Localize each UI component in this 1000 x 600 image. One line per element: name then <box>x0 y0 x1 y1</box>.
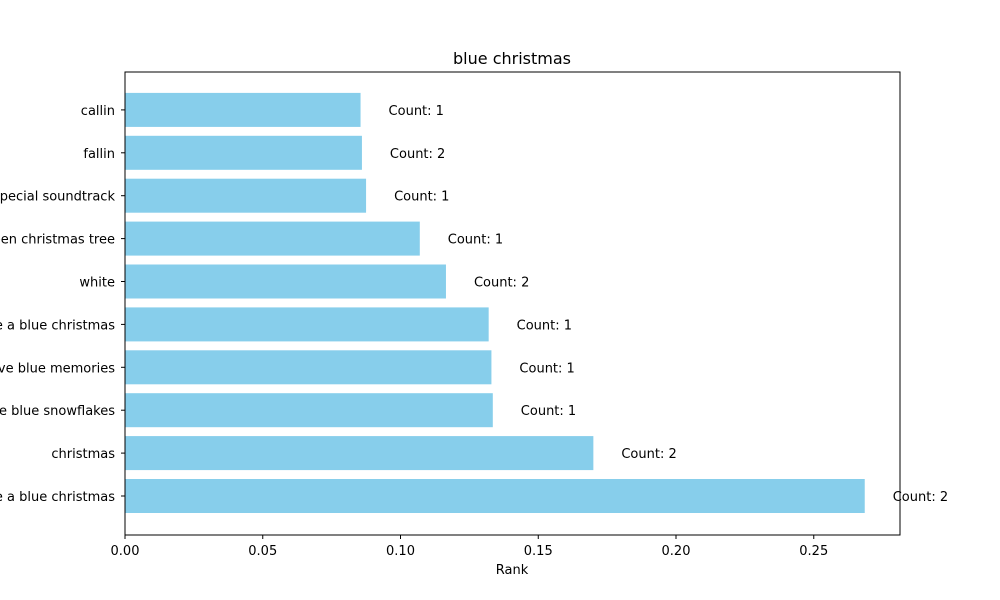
count-label: Count: 2 <box>474 276 529 291</box>
bar <box>125 221 420 256</box>
bar <box>125 178 367 213</box>
count-label: Count: 1 <box>521 404 576 419</box>
category-label: white <box>79 276 115 291</box>
count-label: Count: 2 <box>621 447 676 462</box>
category-label: you have blue memories <box>0 361 115 376</box>
bars-group <box>125 92 865 513</box>
category-label: christmas <box>51 447 115 462</box>
category-label: you have blue snowflakes <box>0 404 115 419</box>
count-label: Count: 1 <box>517 318 572 333</box>
category-label: callin <box>81 104 115 119</box>
bar <box>125 307 489 342</box>
x-axis-label: Rank <box>496 563 529 578</box>
x-ticks-group: 0.00 0.05 0.10 0.15 0.20 0.25 <box>111 535 828 559</box>
x-tick-label: 0.10 <box>386 544 415 559</box>
count-label: Count: 1 <box>394 190 449 205</box>
category-label: fallin <box>83 147 115 162</box>
bar <box>125 92 361 127</box>
category-label: special soundtrack <box>0 190 115 205</box>
bar <box>125 479 865 513</box>
chart-title: blue christmas <box>453 49 571 68</box>
bar <box>125 436 594 471</box>
plot-frame <box>124 71 901 536</box>
category-labels-group: you have a blue christmas christmas you ha… <box>0 104 125 505</box>
count-label: Count: 1 <box>519 361 574 376</box>
bar <box>125 350 492 385</box>
category-label: you have a blue christmas <box>0 318 115 333</box>
x-tick-label: 0.20 <box>662 544 691 559</box>
x-tick-label: 0.00 <box>111 544 140 559</box>
x-tick-label: 0.05 <box>248 544 277 559</box>
count-label: Count: 1 <box>389 104 444 119</box>
bar <box>125 393 493 428</box>
category-label: you have a blue christmas <box>0 490 115 505</box>
bar <box>125 264 446 299</box>
count-label: Count: 1 <box>448 233 503 248</box>
category-label: green christmas tree <box>0 233 115 248</box>
x-tick-label: 0.15 <box>524 544 553 559</box>
count-labels-group: Count: 2 Count: 2 Count: 1 Count: 1 Count: 1… <box>389 104 949 505</box>
count-label: Count: 2 <box>390 147 445 162</box>
bar <box>125 135 362 170</box>
count-label: Count: 2 <box>893 490 948 505</box>
x-tick-label: 0.25 <box>799 544 828 559</box>
